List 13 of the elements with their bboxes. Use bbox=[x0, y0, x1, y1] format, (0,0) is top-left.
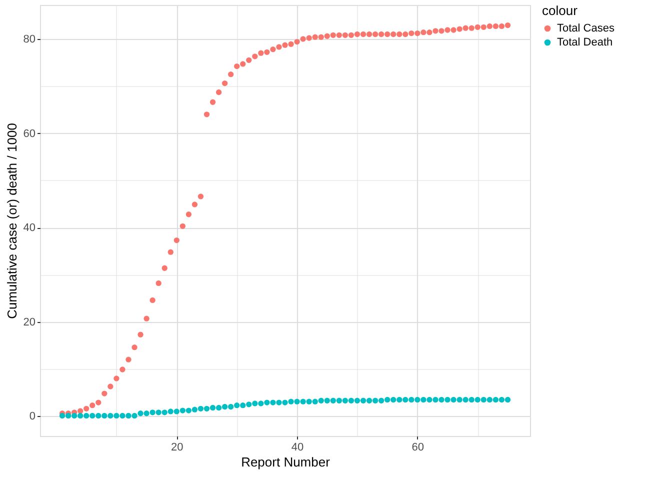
y-axis-title: Cumulative case (or) death / 1000 bbox=[4, 123, 20, 319]
y-tick-label: 60 bbox=[23, 128, 36, 140]
y-tick-label: 80 bbox=[23, 33, 36, 46]
x-tick-label: 20 bbox=[171, 442, 184, 454]
y-tick-label: 40 bbox=[23, 222, 36, 234]
legend-label: Total Cases bbox=[557, 22, 615, 34]
legend-label: Total Death bbox=[557, 36, 613, 48]
legend-title: colour bbox=[542, 3, 578, 18]
y-tick-label: 20 bbox=[23, 316, 36, 328]
y-tick-label: 0 bbox=[29, 410, 36, 423]
x-tick-label: 40 bbox=[291, 442, 304, 454]
x-tick-label: 60 bbox=[412, 442, 424, 454]
x-axis-title: Report Number bbox=[241, 454, 331, 470]
